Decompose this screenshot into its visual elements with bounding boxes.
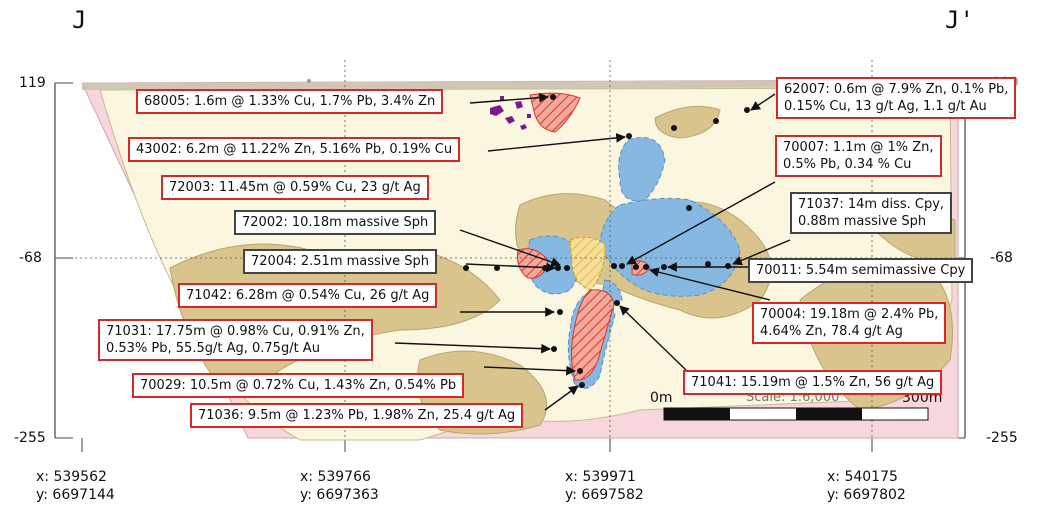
callout-71036: 71036: 9.5m @ 1.23% Pb, 1.98% Zn, 25.4 g… xyxy=(190,403,524,428)
scale-bar xyxy=(663,407,929,421)
callout-71041: 71041: 15.19m @ 1.5% Zn, 56 g/t Ag xyxy=(683,370,943,395)
coordinate-label-2: x: 539766 y: 6697363 xyxy=(300,469,379,503)
callout-70011: 70011: 5.54m semimassive Cpy xyxy=(748,258,974,283)
section-end-label: J' xyxy=(945,6,974,34)
leader-arrows xyxy=(394,92,791,411)
hatched-ore-top xyxy=(529,92,581,133)
callout-62007: 62007: 0.6m @ 7.9% Zn, 0.1% Pb, 0.15% Cu,… xyxy=(776,77,1017,119)
callout-72004: 72004: 2.51m massive Sph xyxy=(243,249,437,274)
callout-70004: 70004: 19.18m @ 2.4% Pb, 4.64% Zn, 78.4 g… xyxy=(752,302,947,344)
coordinate-label-1: x: 539562 y: 6697144 xyxy=(36,469,115,503)
callout-70007: 70007: 1.1m @ 1% Zn, 0.5% Pb, 0.34 % Cu xyxy=(775,135,942,177)
elevation-label-top-left: 119 xyxy=(19,75,46,91)
scale-start-label: 0m xyxy=(650,390,673,406)
elevation-label-mid-left: -68 xyxy=(19,250,42,266)
callout-71031: 71031: 17.75m @ 0.98% Cu, 0.91% Zn, 0.53%… xyxy=(98,319,373,361)
section-start-label: J xyxy=(72,6,87,34)
hatched-ore-south xyxy=(571,289,615,381)
purple-ore-fragments xyxy=(490,96,531,130)
callout-70029: 70029: 10.5m @ 0.72% Cu, 1.43% Zn, 0.54%… xyxy=(132,373,465,398)
callout-43002: 43002: 6.2m @ 11.22% Zn, 5.16% Pb, 0.19%… xyxy=(128,137,461,162)
coordinate-label-4: x: 540175 y: 6697802 xyxy=(827,469,906,503)
callout-71042: 71042: 6.28m @ 0.54% Cu, 26 g/t Ag xyxy=(178,283,438,308)
elevation-label-bottom-right: -255 xyxy=(986,430,1018,446)
coordinate-label-3: x: 539971 y: 6697582 xyxy=(565,469,644,503)
callout-72003: 72003: 11.45m @ 0.59% Cu, 23 g/t Ag xyxy=(161,175,429,200)
blue-unit-north xyxy=(618,137,666,202)
elevation-label-bottom-left: -255 xyxy=(14,430,46,446)
callout-71037: 71037: 14m diss. Cpy, 0.88m massive Sph xyxy=(790,192,953,234)
hatched-ore-yellow xyxy=(569,236,606,291)
elevation-label-mid-right: -68 xyxy=(990,250,1013,266)
callout-68005: 68005: 1.6m @ 1.33% Cu, 1.7% Pb, 3.4% Zn xyxy=(136,89,444,114)
callout-72002: 72002: 10.18m massive Sph xyxy=(234,210,437,235)
